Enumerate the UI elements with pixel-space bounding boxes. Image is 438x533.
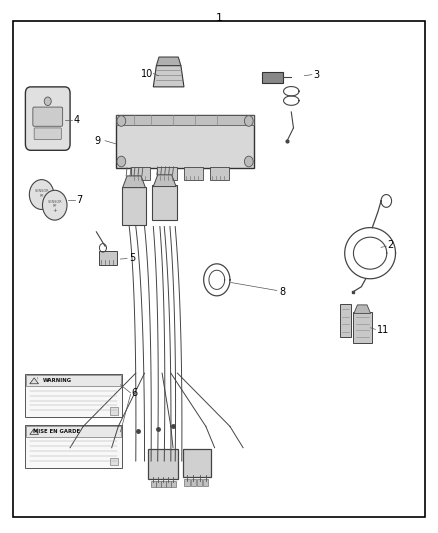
- FancyBboxPatch shape: [116, 115, 254, 125]
- Text: 8: 8: [279, 287, 286, 297]
- Polygon shape: [153, 175, 176, 187]
- FancyBboxPatch shape: [262, 72, 283, 83]
- FancyBboxPatch shape: [210, 167, 229, 180]
- Text: WARNING: WARNING: [42, 378, 71, 383]
- Text: +: +: [53, 208, 57, 213]
- FancyBboxPatch shape: [25, 374, 122, 417]
- FancyBboxPatch shape: [25, 425, 122, 468]
- FancyBboxPatch shape: [122, 187, 146, 225]
- FancyBboxPatch shape: [340, 304, 351, 337]
- Text: RF: RF: [39, 193, 44, 198]
- FancyBboxPatch shape: [110, 458, 118, 465]
- Text: 3: 3: [313, 70, 319, 79]
- Circle shape: [29, 180, 54, 209]
- Polygon shape: [156, 57, 181, 66]
- FancyBboxPatch shape: [161, 481, 166, 487]
- Text: MISE EN GARDE: MISE EN GARDE: [33, 429, 81, 434]
- Text: !: !: [36, 377, 38, 382]
- Circle shape: [117, 116, 126, 126]
- Text: 10: 10: [141, 69, 153, 78]
- FancyBboxPatch shape: [166, 481, 171, 487]
- Text: RF: RF: [53, 204, 57, 208]
- Polygon shape: [30, 378, 39, 384]
- FancyBboxPatch shape: [33, 107, 63, 126]
- FancyBboxPatch shape: [191, 479, 196, 486]
- Text: 11: 11: [377, 326, 389, 335]
- FancyBboxPatch shape: [353, 312, 372, 343]
- Text: 9: 9: [94, 136, 100, 146]
- FancyBboxPatch shape: [131, 167, 150, 180]
- FancyBboxPatch shape: [151, 481, 156, 487]
- Polygon shape: [153, 66, 184, 87]
- Polygon shape: [30, 429, 39, 434]
- Text: 7: 7: [77, 195, 83, 205]
- FancyBboxPatch shape: [183, 449, 211, 477]
- Circle shape: [44, 97, 51, 106]
- Text: 2: 2: [388, 240, 394, 250]
- FancyBboxPatch shape: [171, 481, 176, 487]
- FancyBboxPatch shape: [197, 479, 202, 486]
- Circle shape: [244, 156, 253, 167]
- Text: 5: 5: [129, 253, 135, 263]
- FancyBboxPatch shape: [152, 185, 177, 220]
- FancyBboxPatch shape: [184, 167, 203, 180]
- Text: SENSOR: SENSOR: [34, 189, 49, 193]
- Text: 1: 1: [215, 13, 223, 23]
- Text: 6: 6: [131, 389, 138, 398]
- FancyBboxPatch shape: [116, 115, 254, 168]
- FancyBboxPatch shape: [99, 251, 117, 265]
- Text: !: !: [36, 428, 38, 432]
- FancyBboxPatch shape: [34, 128, 61, 140]
- FancyBboxPatch shape: [110, 407, 118, 415]
- FancyBboxPatch shape: [25, 87, 70, 150]
- Circle shape: [117, 156, 126, 167]
- Polygon shape: [354, 305, 371, 313]
- FancyBboxPatch shape: [148, 449, 178, 479]
- FancyBboxPatch shape: [203, 479, 208, 486]
- FancyBboxPatch shape: [26, 375, 121, 386]
- FancyBboxPatch shape: [26, 426, 121, 437]
- Circle shape: [244, 116, 253, 126]
- Text: 4: 4: [73, 115, 79, 125]
- Text: SENSOR: SENSOR: [47, 200, 62, 204]
- FancyBboxPatch shape: [184, 479, 190, 486]
- Polygon shape: [123, 176, 145, 188]
- Circle shape: [42, 190, 67, 220]
- FancyBboxPatch shape: [156, 481, 161, 487]
- FancyBboxPatch shape: [157, 167, 177, 180]
